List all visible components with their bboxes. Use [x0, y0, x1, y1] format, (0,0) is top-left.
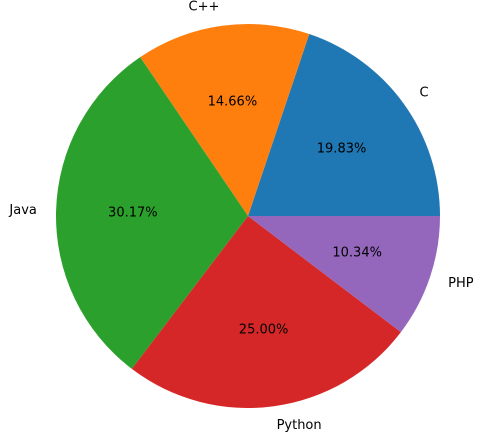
percentage-label: 14.66%: [208, 94, 258, 109]
pie-slice-java: [56, 57, 248, 369]
percentage-label: 19.83%: [317, 141, 367, 156]
category-label: C++: [189, 0, 220, 14]
pie-slice-c: [140, 24, 310, 216]
category-label: Java: [8, 203, 36, 218]
percentage-labels: 19.83% 14.66% 30.17% 25.00% 10.34%: [108, 94, 382, 337]
category-label: PHP: [448, 276, 474, 291]
percentage-label: 10.34%: [332, 245, 382, 260]
percentage-label: 25.00%: [239, 323, 289, 338]
pie-slice-c: [248, 34, 440, 217]
pie-slice-python: [131, 216, 401, 408]
percentage-label: 30.17%: [108, 205, 158, 220]
pie-slice-php: [248, 216, 440, 333]
pie-slices: [56, 24, 440, 408]
category-label: Python: [277, 418, 322, 432]
category-label: C: [420, 85, 429, 100]
category-labels: C C++ Java Python PHP: [8, 0, 473, 432]
